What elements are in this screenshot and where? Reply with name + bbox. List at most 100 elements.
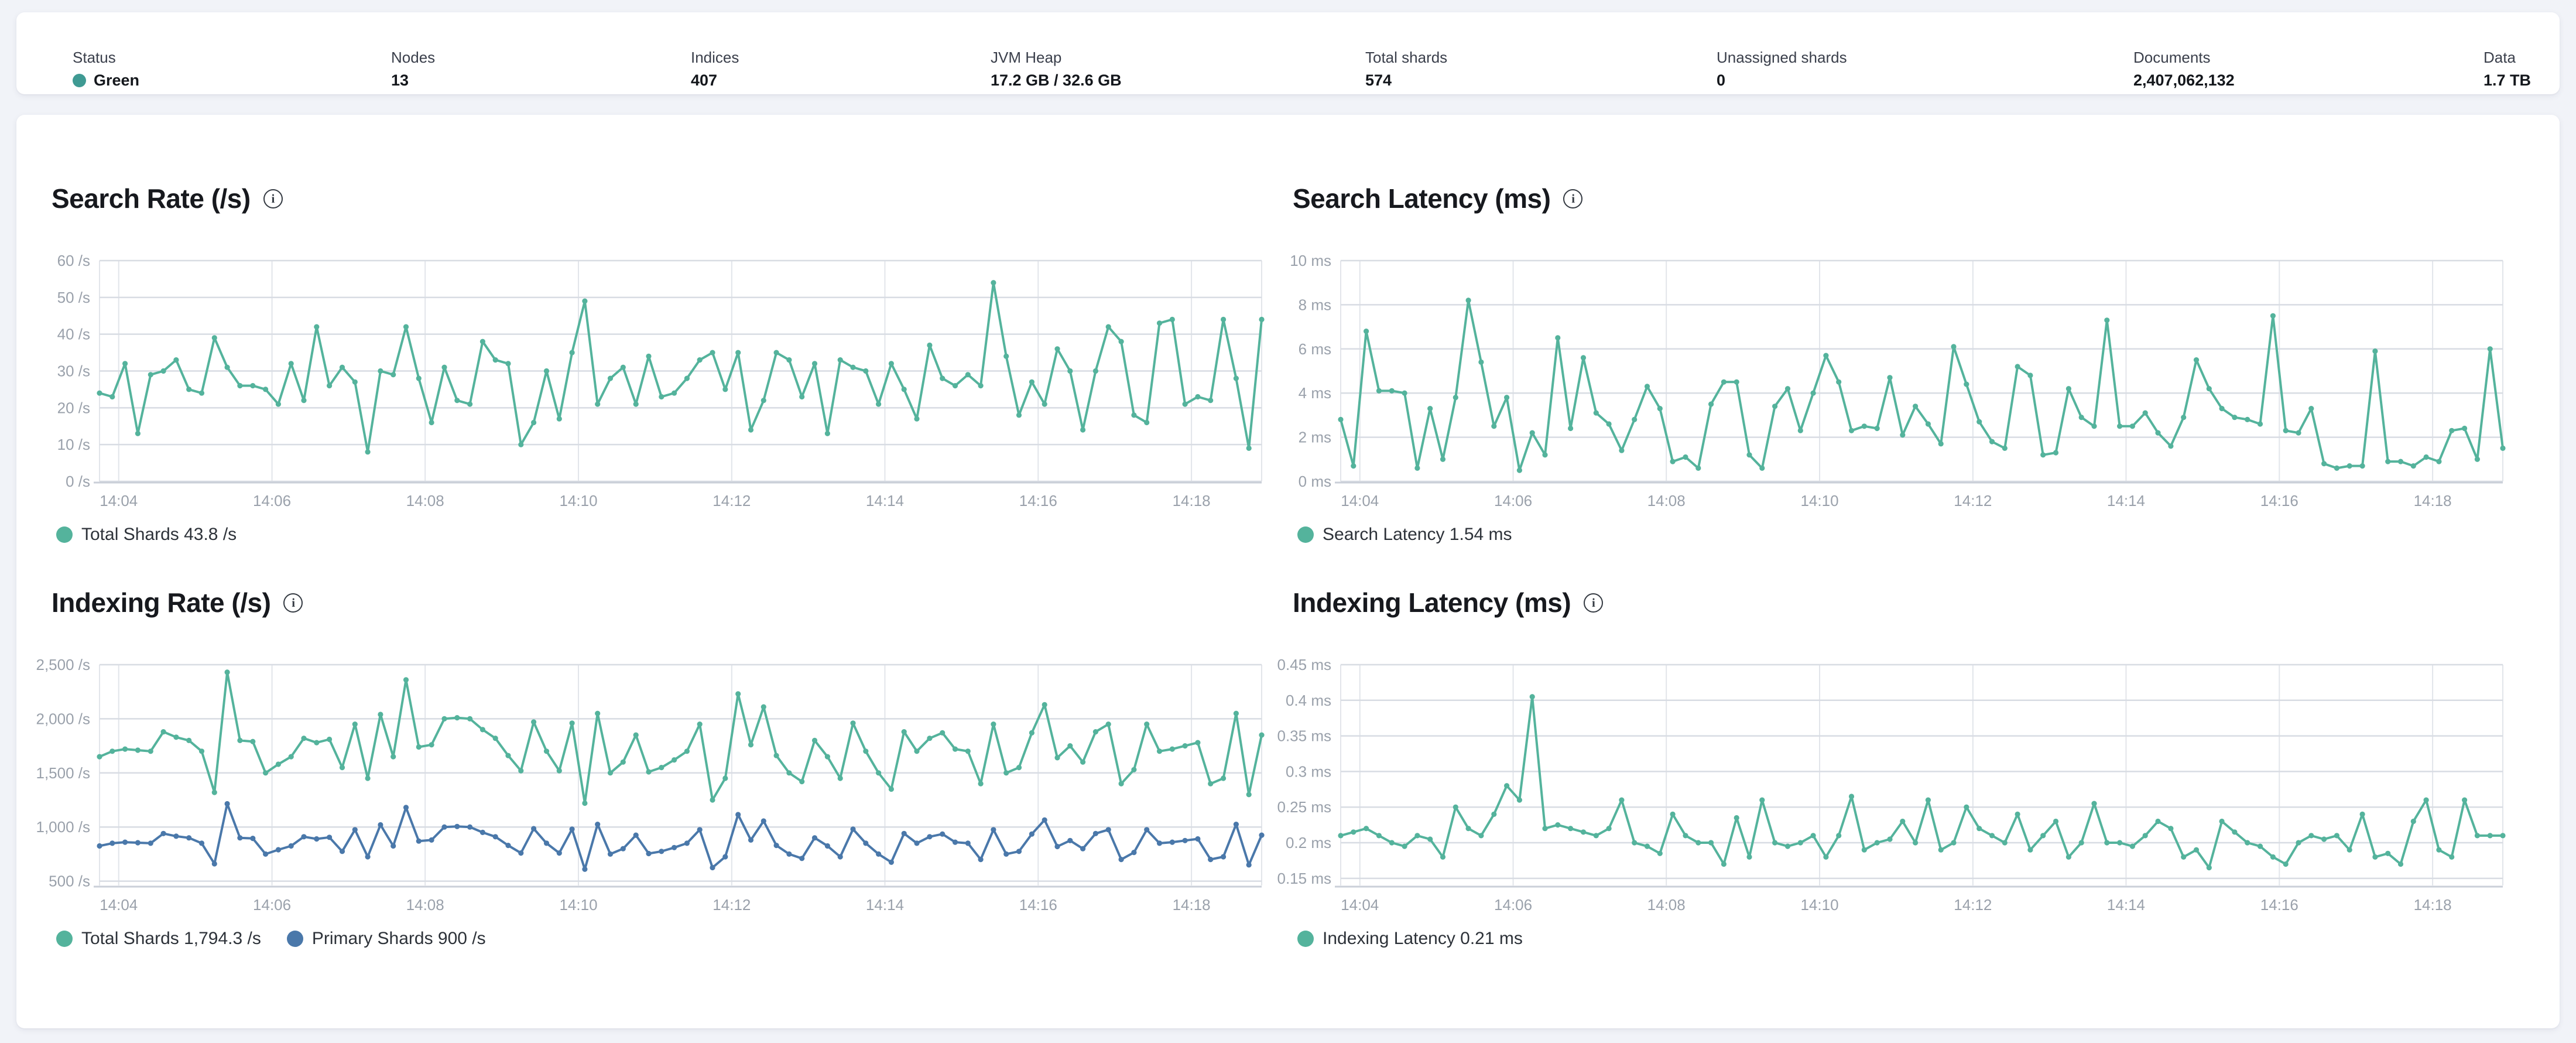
svg-text:14:16: 14:16 — [2260, 492, 2298, 509]
svg-text:40 /s: 40 /s — [57, 326, 90, 343]
svg-text:14:04: 14:04 — [100, 896, 138, 914]
svg-text:0.2 ms: 0.2 ms — [1286, 834, 1331, 852]
svg-text:0.4 ms: 0.4 ms — [1286, 692, 1331, 709]
search-latency-chart-plot[interactable]: 14:04 14:06 14:08 14:10 14:12 14:14 14:16 14:18… — [1253, 250, 2506, 519]
chart-title-text: Indexing Rate (/s) — [52, 587, 271, 618]
info-icon[interactable]: i — [283, 593, 303, 613]
svg-text:14:14: 14:14 — [866, 896, 904, 914]
svg-text:14:16: 14:16 — [1019, 492, 1057, 509]
svg-text:14:14: 14:14 — [2107, 492, 2145, 509]
svg-text:0.15 ms: 0.15 ms — [1277, 870, 1332, 887]
svg-text:6 ms: 6 ms — [1299, 340, 1331, 358]
svg-text:14:14: 14:14 — [866, 492, 904, 509]
svg-text:14:10: 14:10 — [559, 896, 597, 914]
svg-text:14:04: 14:04 — [1341, 896, 1379, 914]
metric-data-label: Data — [2483, 49, 2516, 66]
legend-series-dot-icon — [56, 526, 73, 543]
metric-indices-label: Indices — [691, 49, 739, 66]
svg-text:4 ms: 4 ms — [1299, 384, 1331, 402]
legend-item-total-shards[interactable]: Total Shards 1,794.3 /s — [56, 929, 261, 949]
svg-text:30 /s: 30 /s — [57, 363, 90, 380]
metric-total-shards-label: Total shards — [1365, 49, 1448, 66]
chart-title-indexing-rate: Indexing Rate (/s) i — [52, 587, 303, 618]
chart-title-indexing-latency: Indexing Latency (ms) i — [1293, 587, 1604, 618]
svg-text:14:04: 14:04 — [1341, 492, 1379, 509]
info-icon[interactable]: i — [1563, 189, 1583, 208]
metric-jvm-heap-label: JVM Heap — [991, 49, 1062, 66]
legend-label: Total Shards 43.8 /s — [81, 525, 237, 544]
legend-item-search-latency[interactable]: Search Latency 1.54 ms — [1297, 525, 1512, 545]
svg-text:0.35 ms: 0.35 ms — [1277, 727, 1332, 745]
svg-text:0 ms: 0 ms — [1299, 473, 1331, 490]
svg-text:10 /s: 10 /s — [57, 436, 90, 453]
svg-text:60 /s: 60 /s — [57, 252, 90, 269]
legend-series-dot-icon — [286, 931, 303, 947]
metrics-panel: Search Rate (/s) i Search Latency (ms) i… — [16, 115, 2560, 1028]
cluster-summary-bar: Status Green Nodes 13 Indices 407 JVM He… — [16, 12, 2560, 94]
metric-nodes-value: 13 — [391, 71, 409, 89]
svg-text:14:06: 14:06 — [253, 896, 291, 914]
svg-text:0 /s: 0 /s — [66, 473, 90, 490]
svg-text:50 /s: 50 /s — [57, 289, 90, 306]
chart-title-text: Search Latency (ms) — [1293, 183, 1551, 214]
svg-text:8 ms: 8 ms — [1299, 296, 1331, 313]
svg-text:0.25 ms: 0.25 ms — [1277, 798, 1332, 816]
search-latency-legend: Search Latency 1.54 ms — [1297, 523, 1512, 546]
status-green-dot-icon — [73, 73, 86, 87]
search-rate-chart-plot[interactable]: 14:04 14:06 14:08 14:10 14:12 14:14 14:16 14:18… — [12, 250, 1265, 519]
svg-text:14:08: 14:08 — [1647, 896, 1686, 914]
indexing-rate-legend: Total Shards 1,794.3 /s Primary Shards 90… — [56, 927, 486, 950]
indexing-latency-chart-plot[interactable]: 14:04 14:06 14:08 14:10 14:12 14:14 14:16 14:18… — [1253, 654, 2506, 924]
svg-text:500 /s: 500 /s — [49, 873, 90, 890]
indexing-rate-chart-plot[interactable]: 14:04 14:06 14:08 14:10 14:12 14:14 14:16 14:18… — [12, 654, 1265, 924]
metric-unassigned-shards-value: 0 — [1717, 71, 1726, 89]
metric-status-value: Green — [73, 71, 139, 90]
search-rate-legend: Total Shards 43.8 /s — [56, 523, 237, 546]
legend-item-total-shards[interactable]: Total Shards 43.8 /s — [56, 525, 237, 545]
svg-text:14:16: 14:16 — [2260, 896, 2298, 914]
svg-text:14:18: 14:18 — [2414, 492, 2452, 509]
metric-indices-value: 407 — [691, 71, 718, 89]
svg-text:0.45 ms: 0.45 ms — [1277, 656, 1332, 673]
legend-label: Total Shards 1,794.3 /s — [81, 929, 261, 948]
svg-text:20 /s: 20 /s — [57, 399, 90, 416]
svg-text:14:08: 14:08 — [1647, 492, 1686, 509]
metric-nodes-label: Nodes — [391, 49, 436, 66]
svg-text:14:04: 14:04 — [100, 492, 138, 509]
chart-title-text: Search Rate (/s) — [52, 183, 251, 214]
svg-text:14:18: 14:18 — [2414, 896, 2452, 914]
svg-text:2 ms: 2 ms — [1299, 429, 1331, 446]
svg-text:14:10: 14:10 — [1800, 492, 1838, 509]
svg-text:14:18: 14:18 — [1173, 896, 1211, 914]
chart-title-search-latency: Search Latency (ms) i — [1293, 183, 1583, 214]
info-icon[interactable]: i — [1584, 593, 1604, 613]
svg-text:14:12: 14:12 — [1954, 896, 1992, 914]
svg-text:10 ms: 10 ms — [1290, 252, 1331, 269]
legend-label: Indexing Latency 0.21 ms — [1323, 929, 1523, 948]
svg-text:0.3 ms: 0.3 ms — [1286, 762, 1331, 780]
legend-label: Search Latency 1.54 ms — [1323, 525, 1512, 544]
metric-data-value: 1.7 TB — [2483, 71, 2532, 89]
svg-text:14:08: 14:08 — [406, 492, 444, 509]
svg-text:2,000 /s: 2,000 /s — [36, 710, 90, 727]
svg-text:14:12: 14:12 — [712, 896, 751, 914]
legend-item-indexing-latency[interactable]: Indexing Latency 0.21 ms — [1297, 929, 1523, 949]
metric-status-label: Status — [73, 49, 116, 66]
legend-series-dot-icon — [1297, 931, 1314, 947]
svg-text:14:16: 14:16 — [1019, 896, 1057, 914]
svg-text:1,500 /s: 1,500 /s — [36, 764, 90, 782]
indexing-latency-legend: Indexing Latency 0.21 ms — [1297, 927, 1523, 950]
svg-text:14:06: 14:06 — [1494, 492, 1532, 509]
metric-documents-value: 2,407,062,132 — [2133, 71, 2235, 89]
svg-text:2,500 /s: 2,500 /s — [36, 656, 90, 673]
legend-series-dot-icon — [56, 931, 73, 947]
svg-text:14:12: 14:12 — [712, 492, 751, 509]
chart-title-text: Indexing Latency (ms) — [1293, 587, 1571, 618]
info-icon[interactable]: i — [263, 189, 283, 208]
metric-documents-label: Documents — [2133, 49, 2211, 66]
legend-item-primary-shards[interactable]: Primary Shards 900 /s — [286, 929, 486, 949]
legend-series-dot-icon — [1297, 526, 1314, 543]
svg-text:14:06: 14:06 — [253, 492, 291, 509]
svg-text:14:08: 14:08 — [406, 896, 444, 914]
